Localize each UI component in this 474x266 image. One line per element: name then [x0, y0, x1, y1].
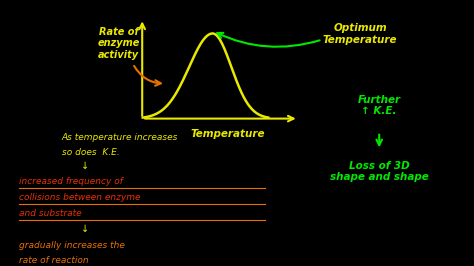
Text: gradually increases the: gradually increases the — [19, 241, 125, 250]
Text: Optimum
Temperature: Optimum Temperature — [323, 23, 398, 45]
Text: so does  K.E.: so does K.E. — [62, 148, 119, 157]
Text: collisions between enzyme: collisions between enzyme — [19, 193, 140, 202]
Text: Loss of 3D
shape and shape: Loss of 3D shape and shape — [330, 160, 428, 182]
Text: and substrate: and substrate — [19, 209, 82, 218]
Text: Temperature: Temperature — [191, 129, 265, 139]
Text: increased frequency of: increased frequency of — [19, 177, 123, 186]
Text: Further
↑ K.E.: Further ↑ K.E. — [358, 95, 401, 116]
Text: As temperature increases: As temperature increases — [62, 132, 178, 142]
Text: ↓: ↓ — [81, 224, 89, 234]
Text: ↓: ↓ — [81, 161, 89, 171]
Text: rate of reaction: rate of reaction — [19, 256, 89, 265]
Text: Rate of
enzyme
activity: Rate of enzyme activity — [97, 27, 140, 60]
